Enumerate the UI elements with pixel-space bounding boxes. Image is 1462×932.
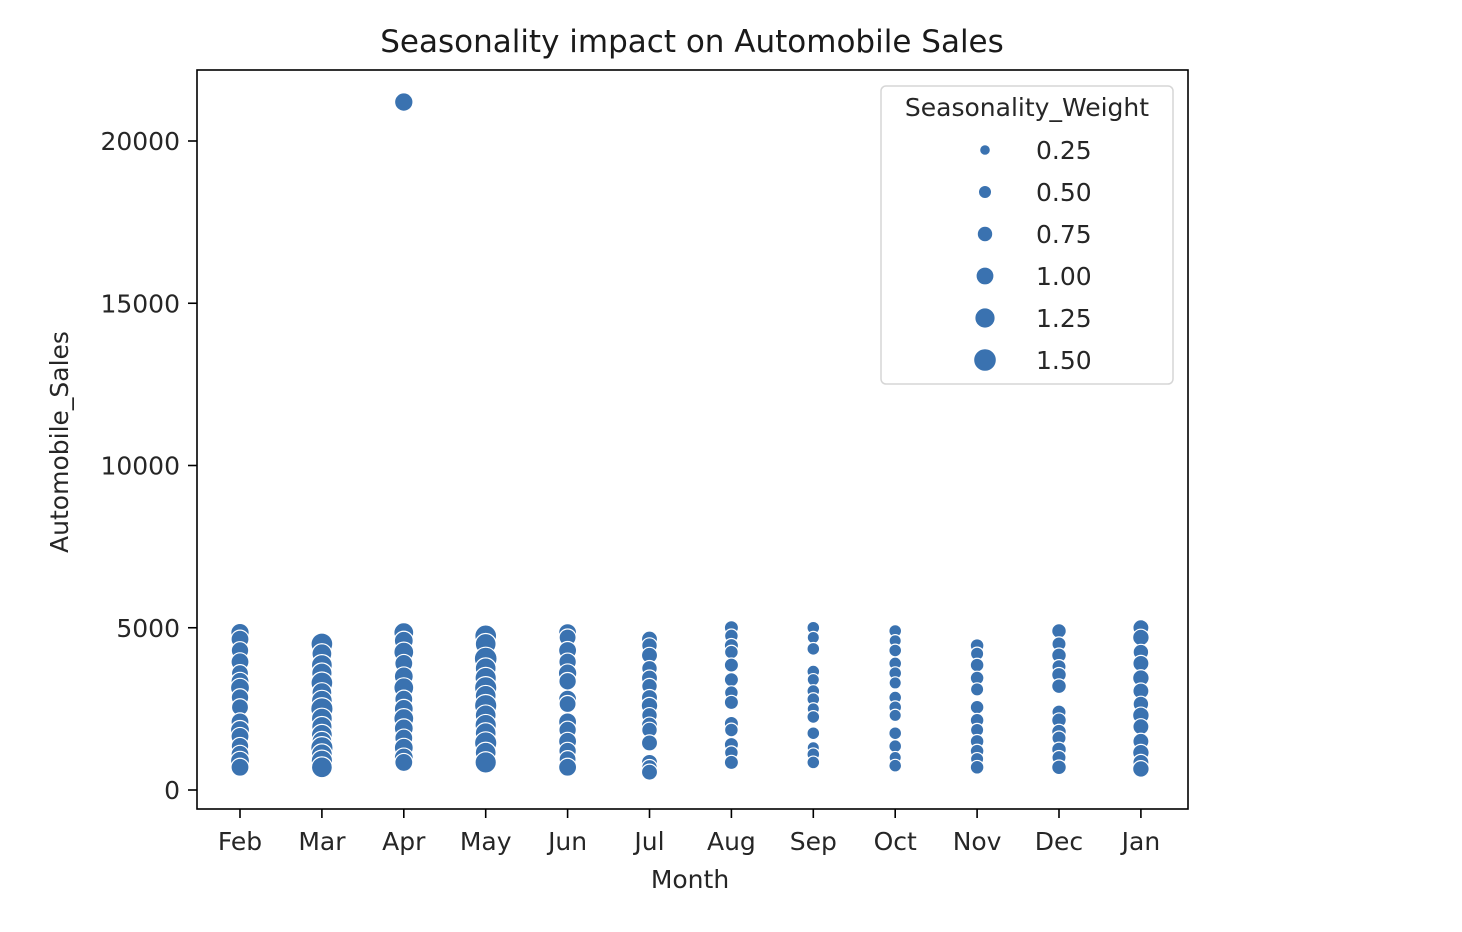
x-tick-label: Dec (1035, 827, 1083, 856)
legend-marker (972, 348, 997, 373)
data-point (230, 757, 250, 777)
x-axis-title: Month (651, 865, 729, 894)
x-tick-label: Mar (298, 827, 346, 856)
data-point (888, 643, 903, 658)
y-tick-label: 0 (164, 776, 180, 805)
y-tick-label: 5000 (116, 614, 180, 643)
x-tick-label: Feb (218, 827, 262, 856)
y-tick-label: 20000 (100, 127, 180, 156)
data-point (723, 694, 740, 711)
data-point (474, 751, 497, 774)
data-point (640, 734, 659, 752)
data-point (640, 763, 659, 781)
legend: Seasonality_Weight 0.25 0.50 0.75 1.00 1.25 1… (880, 85, 1174, 385)
y-axis-title: Automobile_Sales (45, 331, 74, 553)
data-point (557, 757, 578, 777)
legend-label: 1.00 (1036, 262, 1092, 291)
data-point (806, 726, 821, 741)
data-point (1132, 654, 1150, 673)
data-point (806, 710, 821, 724)
legend-label: 0.75 (1036, 220, 1092, 249)
legend-label: 1.50 (1036, 346, 1092, 375)
data-point (723, 671, 740, 688)
data-point (888, 739, 903, 754)
legend-label: 1.25 (1036, 304, 1092, 333)
legend-label: 0.25 (1036, 136, 1092, 165)
data-point (888, 708, 902, 723)
legend-marker (976, 225, 994, 243)
data-point (969, 682, 985, 697)
x-axis: Feb Mar Apr May Jun Jul Aug Sep Oct Nov Dec Jan (218, 809, 1160, 856)
legend-marker (978, 144, 991, 157)
x-tick-label: Jun (546, 827, 587, 856)
x-tick-label: Oct (874, 827, 917, 856)
legend-marker (974, 307, 996, 329)
data-points (229, 92, 1150, 781)
x-tick-label: Apr (382, 827, 426, 856)
x-tick-label: Nov (953, 827, 1002, 856)
data-point (394, 752, 414, 773)
data-point (806, 641, 821, 656)
data-point (723, 657, 740, 673)
x-tick-label: Jan (1120, 827, 1161, 856)
y-axis: 0 5000 10000 15000 20000 (100, 127, 197, 805)
x-tick-label: Aug (707, 827, 756, 856)
data-point (1132, 760, 1150, 778)
data-point (969, 699, 985, 715)
data-point (558, 694, 577, 714)
data-point (1051, 623, 1067, 639)
data-point (806, 672, 821, 687)
data-point (888, 676, 902, 690)
data-point (888, 726, 903, 741)
data-point (1051, 678, 1067, 695)
legend-marker (975, 266, 995, 286)
data-point (723, 754, 740, 771)
legend-marker (977, 184, 993, 200)
data-point (558, 671, 577, 691)
data-point (1132, 628, 1150, 647)
data-point (723, 722, 739, 738)
x-tick-label: May (460, 827, 512, 856)
data-point (969, 657, 985, 673)
data-point (1132, 718, 1150, 736)
data-point (806, 755, 821, 770)
data-point (723, 644, 739, 660)
data-point (393, 92, 414, 112)
data-point (969, 759, 985, 775)
data-point (888, 758, 903, 773)
y-tick-label: 10000 (100, 452, 180, 481)
y-tick-label: 15000 (100, 289, 180, 318)
legend-title: Seasonality_Weight (905, 93, 1149, 122)
chart-title: Seasonality impact on Automobile Sales (380, 24, 1004, 60)
data-point (1051, 759, 1067, 776)
legend-box (880, 85, 1174, 385)
legend-entries: 0.25 0.50 0.75 1.00 1.25 1.50 (972, 136, 1092, 375)
data-point (806, 630, 821, 645)
legend-label: 0.50 (1036, 178, 1092, 207)
plot-area-frame (196, 69, 1189, 810)
x-tick-label: Sep (790, 827, 837, 856)
x-tick-label: Jul (632, 827, 664, 856)
data-point (310, 756, 333, 779)
